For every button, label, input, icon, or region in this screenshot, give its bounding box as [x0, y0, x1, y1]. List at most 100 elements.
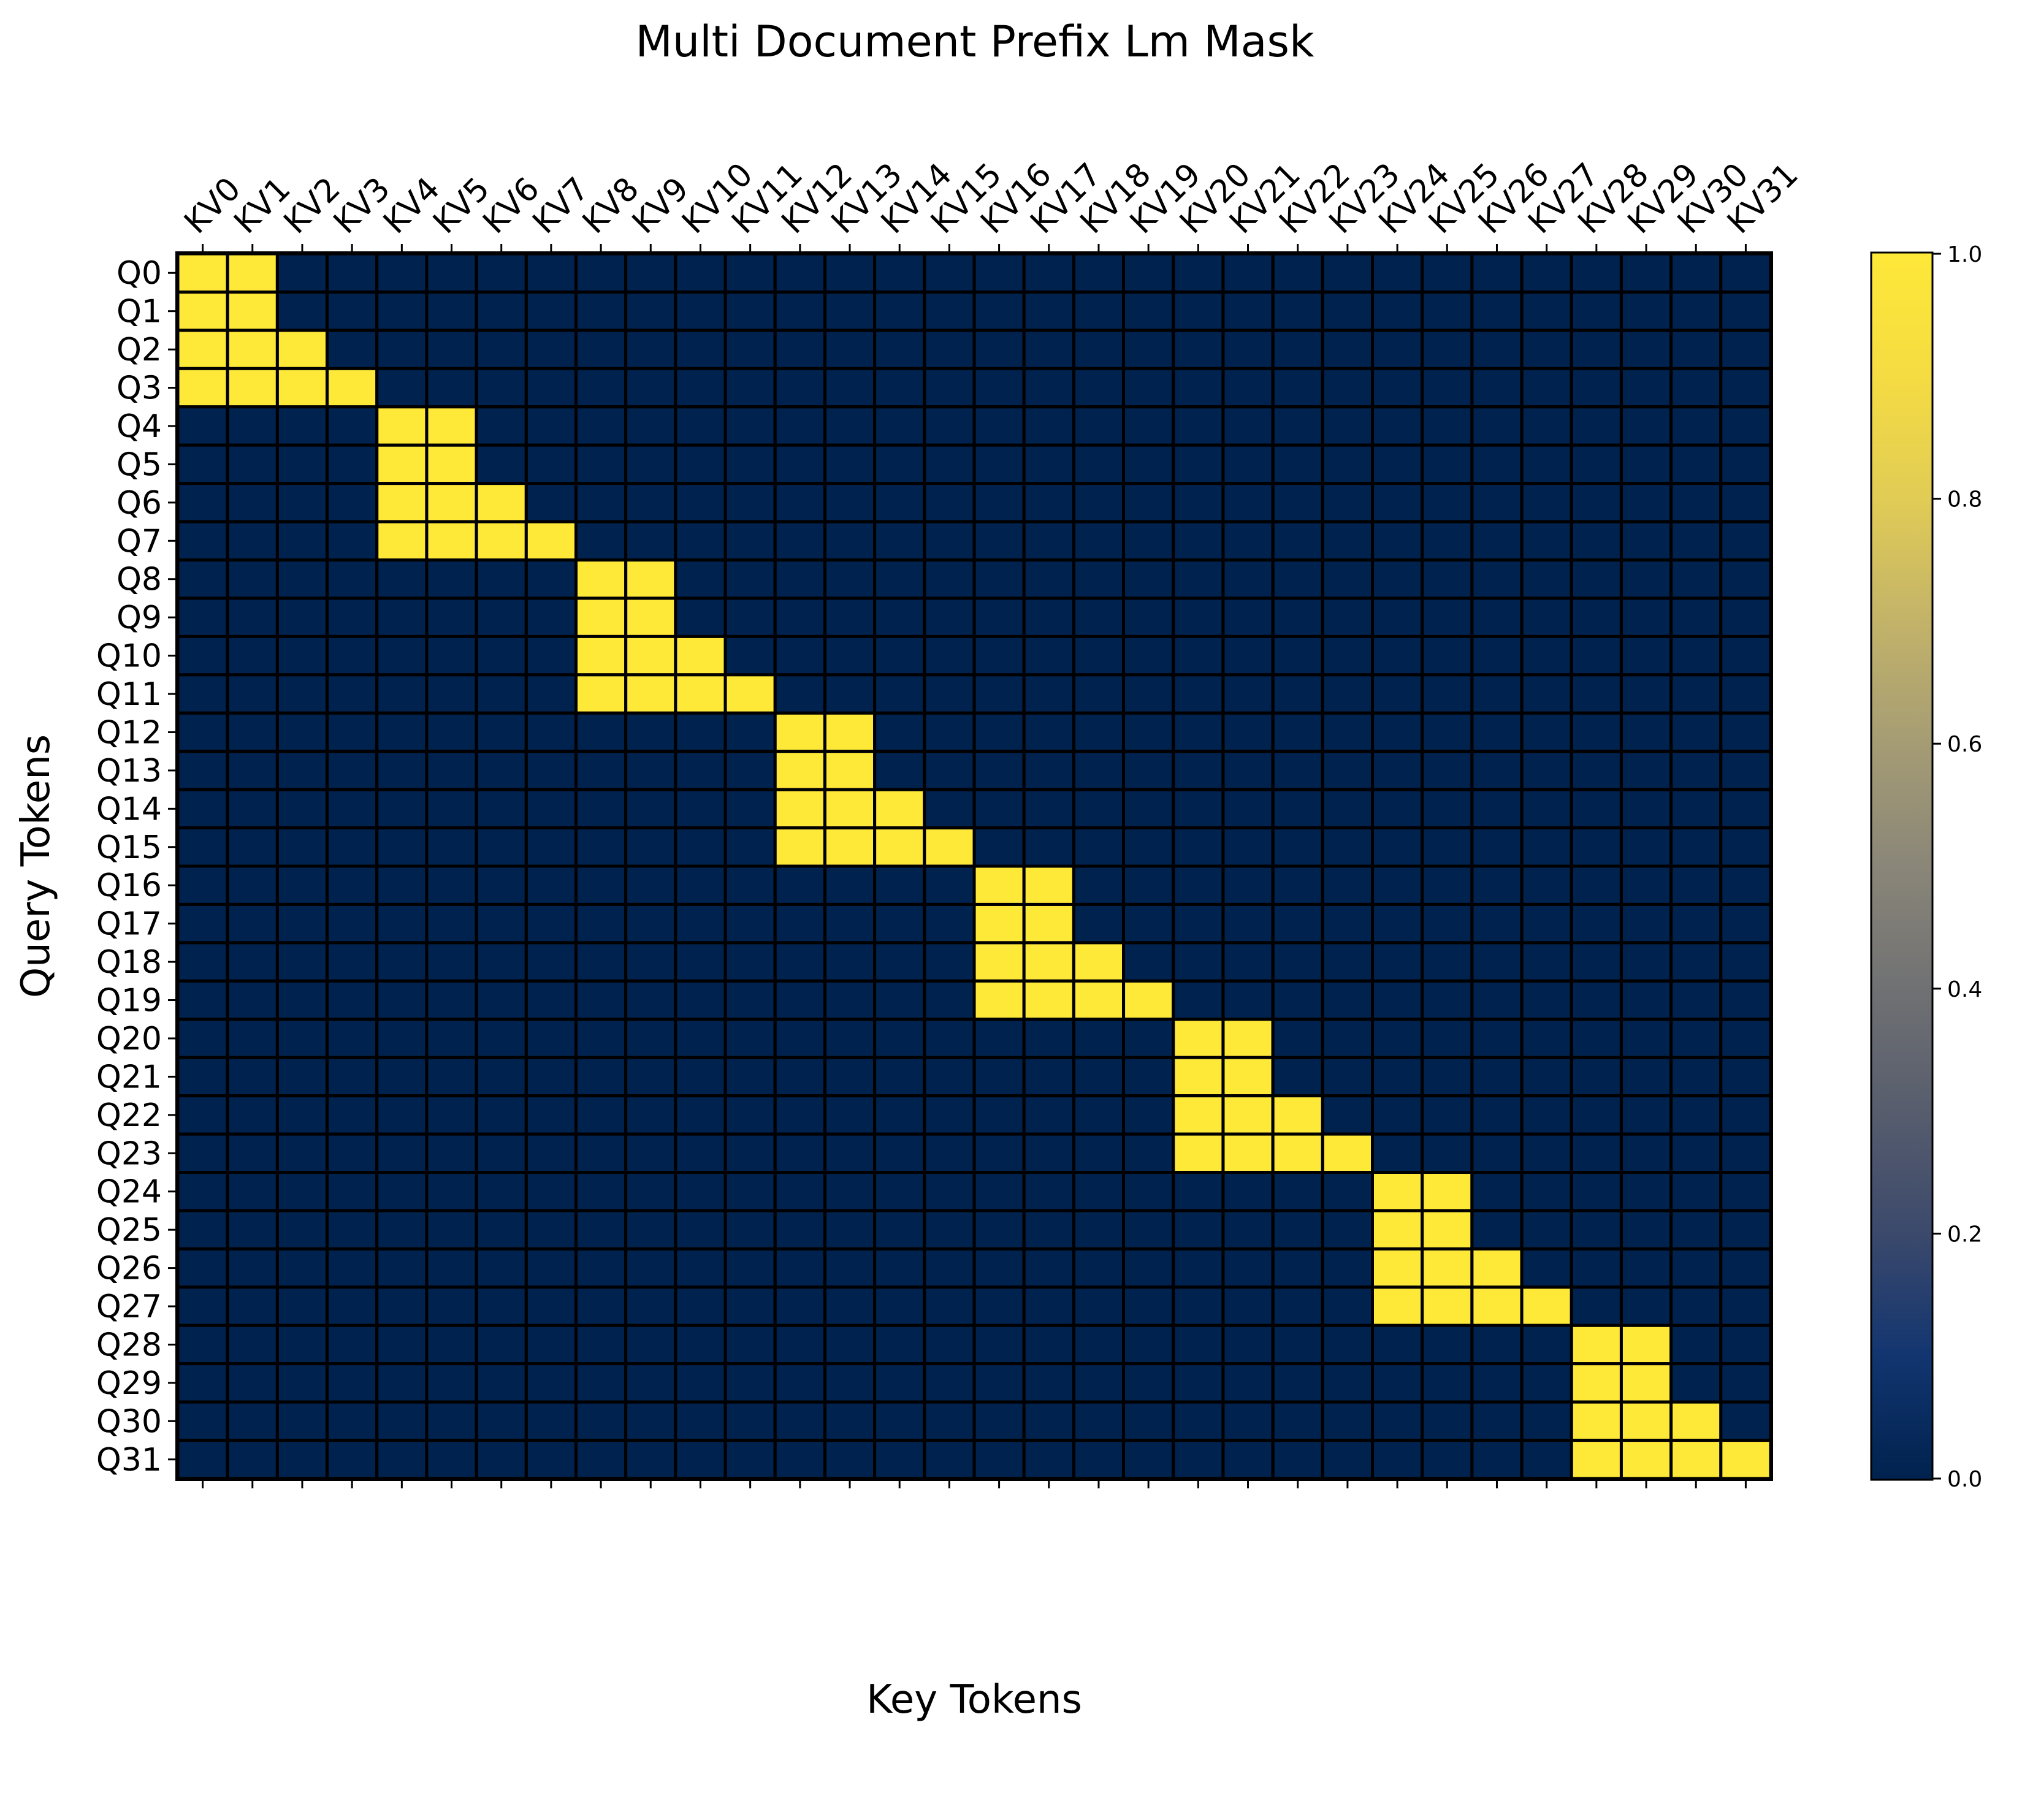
heatmap-cell-q26-kv13 [823, 1247, 877, 1289]
heatmap-cell-q14-kv23 [1321, 788, 1374, 830]
heatmap-cell-q5-kv15 [923, 443, 976, 485]
heatmap-cell-q25-kv11 [723, 1209, 777, 1251]
heatmap-cell-q9-kv7 [524, 596, 578, 638]
heatmap-cell-q8-kv1 [226, 558, 279, 600]
y-tick-label: Q14 [96, 791, 162, 828]
heatmap-cell-q21-kv3 [326, 1056, 379, 1098]
heatmap-cell-q9-kv2 [275, 596, 329, 638]
heatmap-cell-q14-kv11 [723, 788, 777, 830]
heatmap-cell-q11-kv17 [1022, 673, 1075, 715]
heatmap-cell-q31-kv13 [823, 1439, 877, 1480]
heatmap-cell-q10-kv17 [1022, 634, 1075, 677]
heatmap-cell-q16-kv9 [624, 864, 677, 906]
heatmap-cell-q26-kv16 [972, 1247, 1026, 1289]
heatmap-cell-q29-kv21 [1221, 1362, 1275, 1404]
heatmap-cell-q9-kv25 [1421, 596, 1474, 638]
heatmap-cell-q6-kv8 [574, 482, 628, 524]
heatmap-cell-q1-kv6 [475, 290, 528, 332]
heatmap-cell-q15-kv2 [275, 826, 329, 868]
heatmap-cell-q7-kv8 [574, 520, 628, 562]
heatmap-cell-q20-kv10 [674, 1018, 727, 1059]
heatmap-cell-q23-kv9 [624, 1132, 677, 1174]
heatmap-cell-q28-kv30 [1669, 1323, 1723, 1366]
heatmap-cell-q0-kv18 [1072, 252, 1126, 294]
heatmap-cell-q25-kv20 [1172, 1209, 1225, 1251]
heatmap-cell-q23-kv2 [275, 1132, 329, 1174]
heatmap-cell-q19-kv13 [823, 979, 877, 1021]
heatmap-cell-q19-kv21 [1221, 979, 1275, 1021]
heatmap-cell-q16-kv10 [674, 864, 727, 906]
heatmap-cell-q16-kv14 [873, 864, 926, 906]
heatmap-cell-q13-kv13 [823, 750, 877, 791]
heatmap-cell-q3-kv23 [1321, 367, 1374, 409]
heatmap-cell-q11-kv23 [1321, 673, 1374, 715]
heatmap-cell-q22-kv31 [1719, 1094, 1772, 1136]
heatmap-cell-q23-kv22 [1271, 1132, 1324, 1174]
heatmap-cell-q23-kv8 [574, 1132, 628, 1174]
heatmap-cell-q6-kv22 [1271, 482, 1324, 524]
heatmap-cell-q0-kv24 [1371, 252, 1424, 294]
heatmap-cell-q21-kv14 [873, 1056, 926, 1098]
heatmap-cell-q4-kv9 [624, 405, 677, 447]
heatmap-cell-q13-kv30 [1669, 750, 1723, 791]
heatmap-cell-q20-kv11 [723, 1018, 777, 1059]
y-tick-label: Q2 [116, 332, 162, 368]
heatmap-cell-q30-kv9 [624, 1400, 677, 1442]
heatmap-cell-q13-kv10 [674, 750, 727, 791]
heatmap-cell-q21-kv29 [1619, 1056, 1673, 1098]
heatmap-cell-q20-kv4 [375, 1018, 429, 1059]
heatmap-cell-q0-kv8 [574, 252, 628, 294]
heatmap-cell-q10-kv20 [1172, 634, 1225, 677]
heatmap-cell-q7-kv5 [425, 520, 478, 562]
heatmap-cell-q5-kv28 [1570, 443, 1623, 485]
heatmap-cell-q18-kv31 [1719, 941, 1772, 983]
heatmap-cell-q8-kv7 [524, 558, 578, 600]
heatmap-cell-q15-kv10 [674, 826, 727, 868]
heatmap-cell-q18-kv7 [524, 941, 578, 983]
heatmap-cell-q5-kv25 [1421, 443, 1474, 485]
heatmap-cell-q29-kv28 [1570, 1362, 1623, 1404]
heatmap-cell-q13-kv23 [1321, 750, 1374, 791]
heatmap-cell-q12-kv31 [1719, 711, 1772, 753]
y-tick-label: Q12 [96, 714, 162, 751]
heatmap-cell-q2-kv12 [773, 329, 826, 370]
heatmap-cell-q28-kv29 [1619, 1323, 1673, 1366]
heatmap-cell-q0-kv1 [226, 252, 279, 294]
heatmap-cell-q17-kv13 [823, 902, 877, 945]
heatmap-cell-q1-kv12 [773, 290, 826, 332]
heatmap-cell-q28-kv25 [1421, 1323, 1474, 1366]
heatmap-cell-q26-kv15 [923, 1247, 976, 1289]
heatmap-cell-q20-kv3 [326, 1018, 379, 1059]
heatmap-cell-q12-kv20 [1172, 711, 1225, 753]
heatmap-cell-q8-kv4 [375, 558, 429, 600]
heatmap-cell-q27-kv7 [524, 1285, 578, 1327]
heatmap-cell-q26-kv2 [275, 1247, 329, 1289]
heatmap-cell-q3-kv19 [1122, 367, 1175, 409]
heatmap-cell-q15-kv16 [972, 826, 1026, 868]
heatmap-cell-q23-kv10 [674, 1132, 727, 1174]
heatmap-cell-q30-kv22 [1271, 1400, 1324, 1442]
heatmap-cell-q31-kv15 [923, 1439, 976, 1480]
heatmap-cell-q13-kv24 [1371, 750, 1424, 791]
y-tick-label: Q28 [96, 1327, 162, 1363]
heatmap-cell-q29-kv29 [1619, 1362, 1673, 1404]
heatmap-cell-q1-kv17 [1022, 290, 1075, 332]
heatmap-cell-q14-kv14 [873, 788, 926, 830]
heatmap-cell-q0-kv20 [1172, 252, 1225, 294]
heatmap-cell-q26-kv7 [524, 1247, 578, 1289]
heatmap-cell-q16-kv22 [1271, 864, 1324, 906]
heatmap-cell-q25-kv27 [1520, 1209, 1573, 1251]
heatmap-cell-q23-kv23 [1321, 1132, 1374, 1174]
heatmap-cell-q16-kv31 [1719, 864, 1772, 906]
heatmap-cell-q13-kv19 [1122, 750, 1175, 791]
heatmap-cell-q15-kv4 [375, 826, 429, 868]
heatmap-cell-q7-kv15 [923, 520, 976, 562]
heatmap-cell-q5-kv0 [176, 443, 229, 485]
heatmap-cell-q8-kv18 [1072, 558, 1126, 600]
heatmap-cell-q14-kv8 [574, 788, 628, 830]
heatmap-cell-q10-kv0 [176, 634, 229, 677]
heatmap-cell-q6-kv5 [425, 482, 478, 524]
heatmap-cell-q15-kv20 [1172, 826, 1225, 868]
heatmap-cell-q17-kv16 [972, 902, 1026, 945]
heatmap-cell-q13-kv14 [873, 750, 926, 791]
